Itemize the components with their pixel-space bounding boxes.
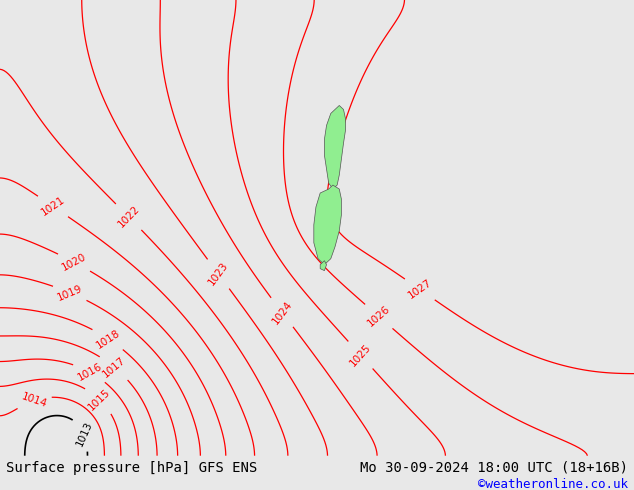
- Text: 1020: 1020: [60, 252, 88, 273]
- Text: 1014: 1014: [20, 392, 48, 410]
- Text: 1026: 1026: [366, 304, 392, 329]
- Text: Surface pressure [hPa] GFS ENS: Surface pressure [hPa] GFS ENS: [6, 461, 257, 475]
- Polygon shape: [320, 261, 327, 270]
- Text: 1027: 1027: [406, 278, 434, 301]
- Text: 1013: 1013: [74, 420, 94, 448]
- Text: 1022: 1022: [116, 204, 141, 230]
- Text: 1015: 1015: [87, 387, 113, 413]
- Text: 1025: 1025: [348, 342, 373, 368]
- Text: 1023: 1023: [207, 260, 230, 288]
- Polygon shape: [325, 105, 346, 189]
- Polygon shape: [314, 185, 341, 265]
- Text: Mo 30-09-2024 18:00 UTC (18+16B): Mo 30-09-2024 18:00 UTC (18+16B): [359, 461, 628, 475]
- Text: 1024: 1024: [270, 299, 294, 326]
- Text: 1018: 1018: [94, 327, 122, 350]
- Text: 1016: 1016: [76, 362, 104, 383]
- Text: ©weatheronline.co.uk: ©weatheronline.co.uk: [477, 478, 628, 490]
- Text: 1019: 1019: [56, 283, 84, 302]
- Text: 1017: 1017: [101, 355, 128, 380]
- Text: 1021: 1021: [39, 195, 67, 218]
